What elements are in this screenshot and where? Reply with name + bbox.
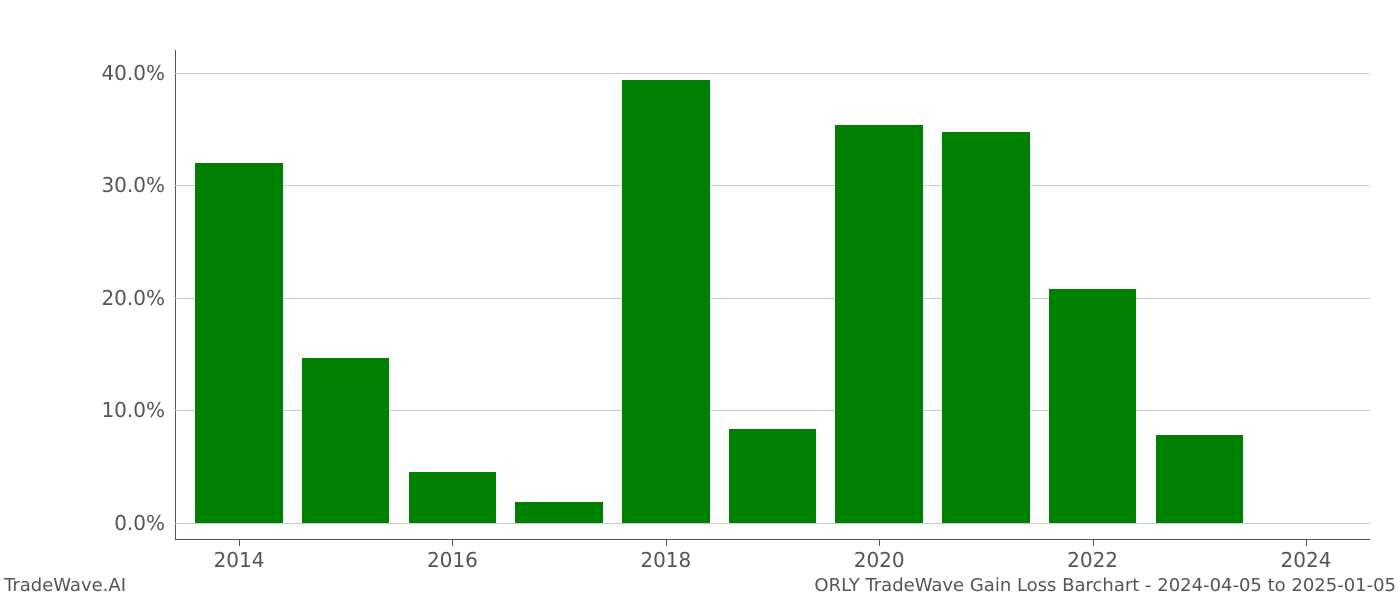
bar: [942, 132, 1029, 523]
chart-area: 0.0%10.0%20.0%30.0%40.0%2014201620182020…: [175, 50, 1370, 540]
bar: [729, 429, 816, 524]
x-tick-label: 2018: [640, 540, 691, 572]
bar: [835, 125, 922, 523]
y-axis-spine: [175, 50, 176, 540]
bar: [302, 358, 389, 524]
gridline: [175, 185, 1370, 186]
gridline: [175, 73, 1370, 74]
bar: [622, 80, 709, 523]
x-tick-label: 2016: [427, 540, 478, 572]
bar: [1156, 435, 1243, 523]
gridline: [175, 523, 1370, 524]
x-axis-spine: [175, 539, 1370, 540]
y-tick-label: 10.0%: [101, 398, 175, 422]
gridline: [175, 298, 1370, 299]
x-tick-label: 2022: [1067, 540, 1118, 572]
bar: [195, 163, 282, 523]
bar: [515, 502, 602, 523]
y-tick-label: 20.0%: [101, 286, 175, 310]
plot-region: 0.0%10.0%20.0%30.0%40.0%2014201620182020…: [175, 50, 1370, 540]
footer-caption: ORLY TradeWave Gain Loss Barchart - 2024…: [814, 575, 1396, 596]
x-tick-label: 2014: [214, 540, 265, 572]
bar: [1049, 289, 1136, 523]
y-tick-label: 0.0%: [114, 511, 175, 535]
bar: [409, 472, 496, 523]
x-tick-label: 2020: [854, 540, 905, 572]
y-tick-label: 40.0%: [101, 61, 175, 85]
x-tick-label: 2024: [1281, 540, 1332, 572]
y-tick-label: 30.0%: [101, 173, 175, 197]
footer-brand: TradeWave.AI: [4, 575, 126, 596]
